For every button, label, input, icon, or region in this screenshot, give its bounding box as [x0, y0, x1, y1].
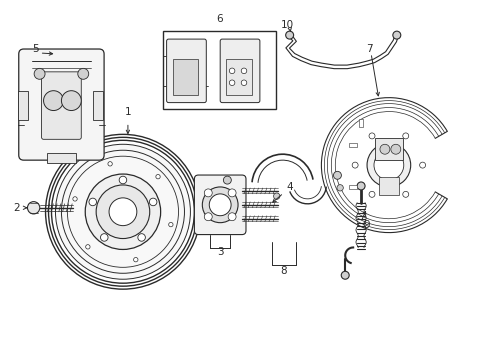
FancyBboxPatch shape	[41, 72, 81, 139]
Circle shape	[108, 162, 112, 166]
Text: 8: 8	[280, 266, 286, 276]
FancyBboxPatch shape	[19, 49, 104, 160]
Circle shape	[78, 68, 88, 79]
Circle shape	[241, 68, 246, 74]
Circle shape	[333, 171, 341, 179]
Circle shape	[138, 234, 145, 241]
Bar	[46, 153, 76, 163]
Circle shape	[402, 133, 408, 139]
Circle shape	[228, 213, 236, 221]
Circle shape	[209, 194, 231, 216]
Text: 3: 3	[217, 247, 223, 257]
Circle shape	[373, 150, 403, 180]
Circle shape	[55, 144, 190, 279]
Circle shape	[43, 91, 63, 111]
Circle shape	[368, 192, 374, 197]
Circle shape	[285, 31, 293, 39]
Circle shape	[96, 185, 149, 239]
FancyBboxPatch shape	[166, 39, 206, 103]
Circle shape	[356, 182, 365, 190]
Circle shape	[379, 144, 389, 154]
Bar	[348, 143, 356, 147]
Circle shape	[204, 213, 212, 221]
Circle shape	[368, 133, 374, 139]
Bar	[358, 120, 362, 127]
Circle shape	[351, 162, 357, 168]
Text: 9: 9	[362, 220, 369, 230]
Bar	[374, 138, 402, 160]
Circle shape	[27, 202, 40, 214]
Text: 7: 7	[365, 44, 371, 54]
Text: 10: 10	[281, 20, 294, 30]
Circle shape	[34, 68, 45, 79]
Bar	[18, 91, 28, 121]
Circle shape	[133, 257, 138, 262]
Circle shape	[85, 174, 161, 249]
Circle shape	[390, 144, 400, 154]
Circle shape	[202, 187, 238, 223]
Bar	[348, 185, 356, 189]
Bar	[93, 91, 103, 121]
Bar	[225, 59, 251, 95]
Circle shape	[392, 31, 400, 39]
Circle shape	[366, 143, 410, 187]
Circle shape	[336, 185, 343, 191]
Circle shape	[204, 189, 212, 197]
Circle shape	[101, 234, 108, 241]
Text: 1: 1	[124, 108, 131, 117]
Circle shape	[341, 271, 348, 279]
Bar	[378, 177, 398, 195]
Circle shape	[223, 176, 231, 184]
Circle shape	[229, 80, 234, 86]
Text: 2: 2	[14, 203, 20, 213]
Text: 6: 6	[215, 14, 222, 24]
Circle shape	[119, 176, 126, 184]
Bar	[163, 31, 275, 109]
Circle shape	[273, 193, 279, 199]
Circle shape	[419, 162, 425, 168]
Circle shape	[168, 222, 173, 227]
Circle shape	[89, 198, 96, 206]
Circle shape	[85, 245, 90, 249]
Bar	[172, 59, 198, 95]
Text: 4: 4	[286, 182, 292, 192]
Circle shape	[109, 198, 137, 226]
Circle shape	[228, 189, 236, 197]
Circle shape	[61, 91, 81, 111]
FancyBboxPatch shape	[220, 39, 259, 103]
Circle shape	[402, 192, 408, 197]
Circle shape	[73, 197, 77, 201]
Circle shape	[229, 68, 234, 74]
Circle shape	[149, 198, 157, 206]
FancyBboxPatch shape	[194, 175, 245, 235]
Text: 5: 5	[32, 44, 39, 54]
Circle shape	[241, 80, 246, 86]
Circle shape	[156, 175, 160, 179]
